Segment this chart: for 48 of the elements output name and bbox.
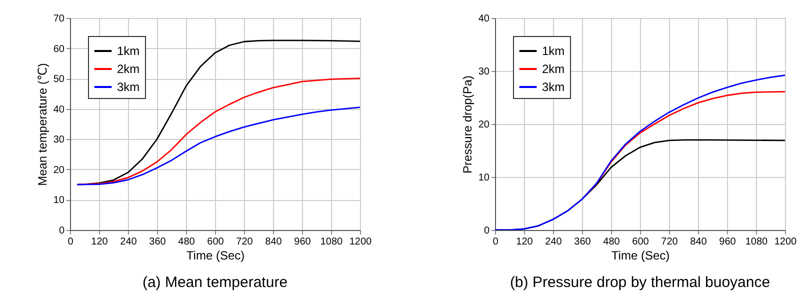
x-tick-label: 1200 — [349, 236, 372, 248]
x-tick-label: 720 — [236, 236, 254, 248]
y-axis-title: Pressure drop(Pa) — [460, 75, 474, 174]
x-tick-label: 1080 — [745, 236, 768, 248]
y-axis-title: Mean temperature (℃) — [35, 63, 50, 186]
x-tick-label: 360 — [149, 236, 166, 248]
x-tick-label: 0 — [68, 236, 74, 248]
y-tick-label: 10 — [478, 172, 490, 184]
y-tick-label: 0 — [58, 226, 65, 236]
x-tick-label: 840 — [690, 236, 708, 248]
x-tick-label: 840 — [265, 236, 282, 248]
x-axis-title: Time (Sec) — [611, 248, 670, 262]
y-tick-label: 50 — [53, 74, 65, 86]
x-tick-label: 1080 — [320, 236, 344, 248]
y-tick-label: 30 — [53, 134, 65, 146]
x-tick-label: 240 — [545, 236, 562, 248]
x-tick-label: 480 — [178, 236, 196, 248]
x-tick-label: 120 — [516, 236, 534, 248]
y-tick-label: 30 — [478, 66, 490, 78]
y-tick-label: 10 — [53, 195, 65, 206]
x-tick-label: 480 — [603, 236, 620, 248]
legend-label: 3km — [117, 80, 140, 94]
x-tick-label: 120 — [91, 236, 108, 248]
legend-label: 2km — [542, 62, 565, 76]
legend-label: 3km — [542, 80, 565, 94]
x-tick-label: 960 — [719, 236, 736, 248]
y-tick-label: 0 — [484, 226, 490, 236]
legend-label: 1km — [542, 44, 565, 58]
y-tick-label: 70 — [53, 14, 65, 24]
y-tick-label: 40 — [53, 104, 65, 116]
legend-label: 1km — [117, 44, 140, 58]
x-tick-label: 600 — [632, 236, 650, 248]
y-tick-label: 60 — [53, 44, 65, 55]
line-series — [76, 106, 360, 186]
x-axis-title: Time (Sec) — [186, 248, 245, 262]
x-tick-label: 1200 — [774, 236, 798, 248]
x-tick-label: 240 — [120, 236, 138, 248]
text: (a) Mean temperature — [142, 274, 288, 291]
y-tick-label: 20 — [478, 120, 490, 130]
x-tick-label: 360 — [574, 236, 592, 248]
text: (b) Pressure drop by thermal buoyance — [510, 274, 770, 291]
y-tick-label: 40 — [478, 14, 490, 24]
y-tick-label: 20 — [53, 164, 65, 176]
x-tick-label: 720 — [661, 236, 678, 248]
x-tick-label: 0 — [492, 236, 499, 248]
legend-label: 2km — [117, 62, 140, 76]
x-tick-label: 960 — [294, 236, 312, 248]
x-tick-label: 600 — [207, 236, 224, 248]
